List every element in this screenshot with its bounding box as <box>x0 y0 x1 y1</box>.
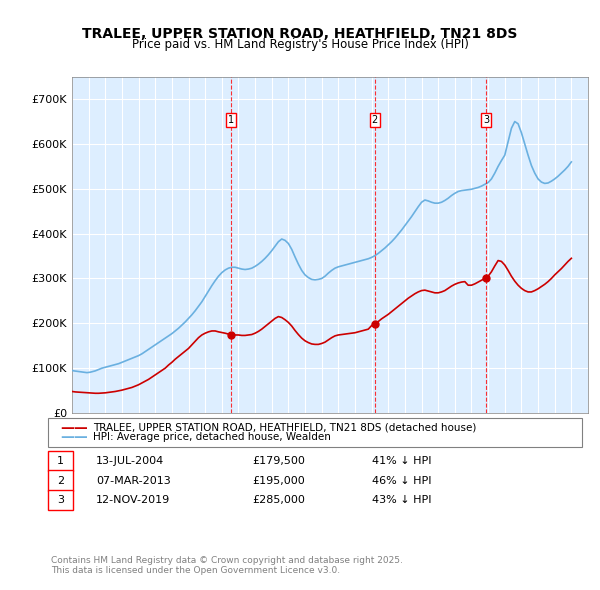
Text: HPI: Average price, detached house, Wealden: HPI: Average price, detached house, Weal… <box>93 433 331 442</box>
Text: 2: 2 <box>371 116 378 126</box>
Text: 43% ↓ HPI: 43% ↓ HPI <box>372 495 431 505</box>
Text: 12-NOV-2019: 12-NOV-2019 <box>96 495 170 505</box>
Text: £285,000: £285,000 <box>252 495 305 505</box>
Text: ——: —— <box>60 421 88 435</box>
Text: £179,500: £179,500 <box>252 456 305 466</box>
Text: TRALEE, UPPER STATION ROAD, HEATHFIELD, TN21 8DS (detached house): TRALEE, UPPER STATION ROAD, HEATHFIELD, … <box>93 423 476 432</box>
Text: 1: 1 <box>228 116 234 126</box>
Text: £195,000: £195,000 <box>252 476 305 486</box>
Text: 13-JUL-2004: 13-JUL-2004 <box>96 456 164 466</box>
Text: Contains HM Land Registry data © Crown copyright and database right 2025.
This d: Contains HM Land Registry data © Crown c… <box>51 556 403 575</box>
Text: ——: —— <box>60 431 88 445</box>
Text: Price paid vs. HM Land Registry's House Price Index (HPI): Price paid vs. HM Land Registry's House … <box>131 38 469 51</box>
Text: ——: —— <box>60 430 88 444</box>
Text: 2: 2 <box>57 476 64 486</box>
Text: 46% ↓ HPI: 46% ↓ HPI <box>372 476 431 486</box>
Text: 1: 1 <box>57 456 64 466</box>
Text: 3: 3 <box>483 116 489 126</box>
Text: 41% ↓ HPI: 41% ↓ HPI <box>372 456 431 466</box>
Text: ——: —— <box>60 421 88 435</box>
Text: HPI: Average price, detached house, Wealden: HPI: Average price, detached house, Weal… <box>93 432 331 441</box>
Text: 07-MAR-2013: 07-MAR-2013 <box>96 476 171 486</box>
Text: TRALEE, UPPER STATION ROAD, HEATHFIELD, TN21 8DS (detached house): TRALEE, UPPER STATION ROAD, HEATHFIELD, … <box>93 423 476 432</box>
Text: TRALEE, UPPER STATION ROAD, HEATHFIELD, TN21 8DS: TRALEE, UPPER STATION ROAD, HEATHFIELD, … <box>82 27 518 41</box>
Text: 3: 3 <box>57 495 64 505</box>
